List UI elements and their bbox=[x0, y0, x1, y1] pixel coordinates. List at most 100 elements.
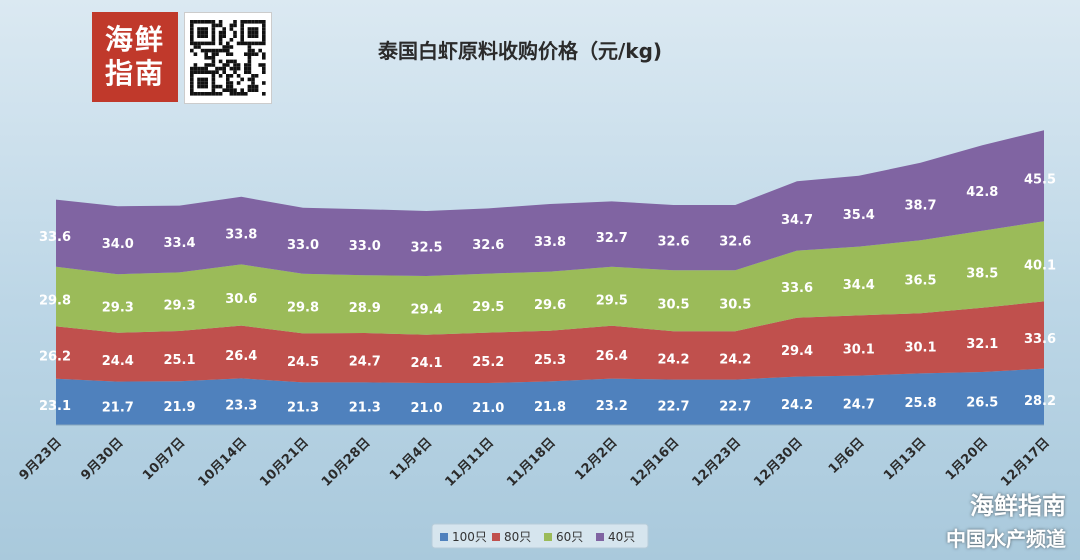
x-tick-label: 12月23日 bbox=[689, 435, 744, 490]
data-label: 24.2 bbox=[657, 352, 689, 367]
data-label: 26.5 bbox=[966, 396, 998, 411]
data-label: 29.3 bbox=[163, 299, 195, 314]
legend-label: 60只 bbox=[556, 530, 583, 544]
data-label: 29.3 bbox=[102, 301, 134, 316]
watermark-title: 海鲜指南 bbox=[970, 492, 1066, 520]
legend-label: 100只 bbox=[452, 530, 487, 544]
data-label: 24.7 bbox=[349, 355, 381, 370]
data-label: 28.9 bbox=[349, 301, 381, 316]
data-label: 23.2 bbox=[596, 399, 628, 414]
x-tick-label: 11月4日 bbox=[387, 435, 435, 483]
x-tick-label: 11月18日 bbox=[504, 435, 559, 490]
data-label: 36.5 bbox=[904, 274, 936, 289]
data-label: 25.2 bbox=[472, 355, 504, 370]
legend-swatch bbox=[544, 533, 552, 541]
x-tick-label: 1月6日 bbox=[826, 435, 868, 477]
data-label: 24.4 bbox=[102, 354, 134, 369]
x-tick-label: 12月17日 bbox=[998, 435, 1053, 490]
x-tick-label: 11月11日 bbox=[442, 435, 497, 490]
data-label: 34.0 bbox=[102, 237, 134, 252]
data-label: 32.6 bbox=[719, 235, 751, 250]
data-label: 29.4 bbox=[410, 302, 442, 317]
data-label: 33.6 bbox=[39, 230, 71, 245]
data-label: 30.1 bbox=[904, 340, 936, 355]
data-label: 32.5 bbox=[410, 241, 442, 256]
data-label: 25.1 bbox=[163, 353, 195, 368]
legend-box bbox=[431, 523, 649, 549]
data-label: 26.4 bbox=[225, 349, 257, 364]
data-label: 24.2 bbox=[781, 398, 813, 413]
area-series-1 bbox=[56, 301, 1044, 383]
x-tick-label: 10月28日 bbox=[319, 435, 374, 490]
qr-code-graphic bbox=[190, 20, 266, 96]
data-label: 21.0 bbox=[410, 401, 442, 416]
watermark: 海鲜指南 中国水产频道 bbox=[946, 486, 1066, 552]
data-label: 29.6 bbox=[534, 298, 566, 313]
data-label: 33.8 bbox=[225, 228, 257, 243]
legend-label: 40只 bbox=[608, 530, 635, 544]
data-label: 28.2 bbox=[1024, 394, 1056, 409]
x-tick-label: 9月30日 bbox=[78, 435, 126, 483]
data-label: 24.7 bbox=[843, 397, 875, 412]
x-tick-label: 9月23日 bbox=[17, 435, 65, 483]
x-tick-label: 10月21日 bbox=[257, 435, 312, 490]
data-label: 24.2 bbox=[719, 352, 751, 367]
data-label: 25.8 bbox=[904, 396, 936, 411]
data-label: 38.5 bbox=[966, 266, 998, 281]
x-tick-label: 10月7日 bbox=[140, 435, 188, 483]
data-label: 21.9 bbox=[163, 400, 195, 415]
logo-text: 海鲜指南 bbox=[105, 23, 166, 90]
data-label: 29.8 bbox=[39, 294, 71, 309]
data-label: 26.4 bbox=[596, 349, 628, 364]
data-label: 30.1 bbox=[843, 343, 875, 358]
legend-swatch bbox=[440, 533, 448, 541]
data-label: 32.6 bbox=[472, 238, 504, 253]
data-label: 21.0 bbox=[472, 401, 504, 416]
legend-label: 80只 bbox=[504, 530, 531, 544]
data-label: 30.6 bbox=[225, 292, 257, 307]
legend-swatch bbox=[596, 533, 604, 541]
x-tick-label: 12月2日 bbox=[572, 435, 620, 483]
data-label: 45.5 bbox=[1024, 173, 1056, 188]
data-label: 25.3 bbox=[534, 353, 566, 368]
data-label: 35.4 bbox=[843, 208, 875, 223]
data-label: 30.5 bbox=[657, 298, 689, 313]
data-label: 32.1 bbox=[966, 337, 998, 352]
data-label: 24.1 bbox=[410, 356, 442, 371]
data-label: 32.7 bbox=[596, 231, 628, 246]
qr-code bbox=[184, 12, 272, 104]
haixian-logo: 海鲜指南 bbox=[92, 12, 178, 102]
x-tick-label: 1月13日 bbox=[881, 435, 929, 483]
area-series-0 bbox=[56, 368, 1044, 425]
watermark-subtitle: 中国水产频道 bbox=[946, 527, 1066, 551]
data-label: 38.7 bbox=[904, 199, 936, 214]
data-label: 29.4 bbox=[781, 344, 813, 359]
data-label: 34.4 bbox=[843, 278, 875, 293]
data-label: 26.2 bbox=[39, 350, 71, 365]
data-label: 23.1 bbox=[39, 399, 71, 414]
data-label: 32.6 bbox=[657, 235, 689, 250]
data-label: 33.4 bbox=[163, 236, 195, 251]
data-label: 33.6 bbox=[781, 281, 813, 296]
data-label: 21.8 bbox=[534, 400, 566, 415]
chart-title: 泰国白虾原料收购价格（元/kg) bbox=[377, 39, 662, 63]
data-label: 34.7 bbox=[781, 213, 813, 228]
data-label: 23.3 bbox=[225, 399, 257, 414]
data-label: 24.5 bbox=[287, 355, 319, 370]
data-label: 22.7 bbox=[719, 399, 751, 414]
legend-swatch bbox=[492, 533, 500, 541]
area-series-3 bbox=[56, 130, 1044, 276]
x-tick-label: 10月14日 bbox=[195, 435, 250, 490]
x-tick-label: 12月16日 bbox=[628, 435, 683, 490]
legend: 100只 80只 60只 40只 bbox=[431, 523, 649, 549]
x-tick-label: 1月20日 bbox=[943, 435, 991, 483]
data-label: 33.8 bbox=[534, 235, 566, 250]
data-label: 21.3 bbox=[287, 401, 319, 416]
data-label: 22.7 bbox=[657, 399, 689, 414]
data-label: 42.8 bbox=[966, 185, 998, 200]
data-label: 21.7 bbox=[102, 400, 134, 415]
data-label: 30.5 bbox=[719, 298, 751, 313]
data-label: 33.0 bbox=[349, 239, 381, 254]
data-label: 33.6 bbox=[1024, 332, 1056, 347]
